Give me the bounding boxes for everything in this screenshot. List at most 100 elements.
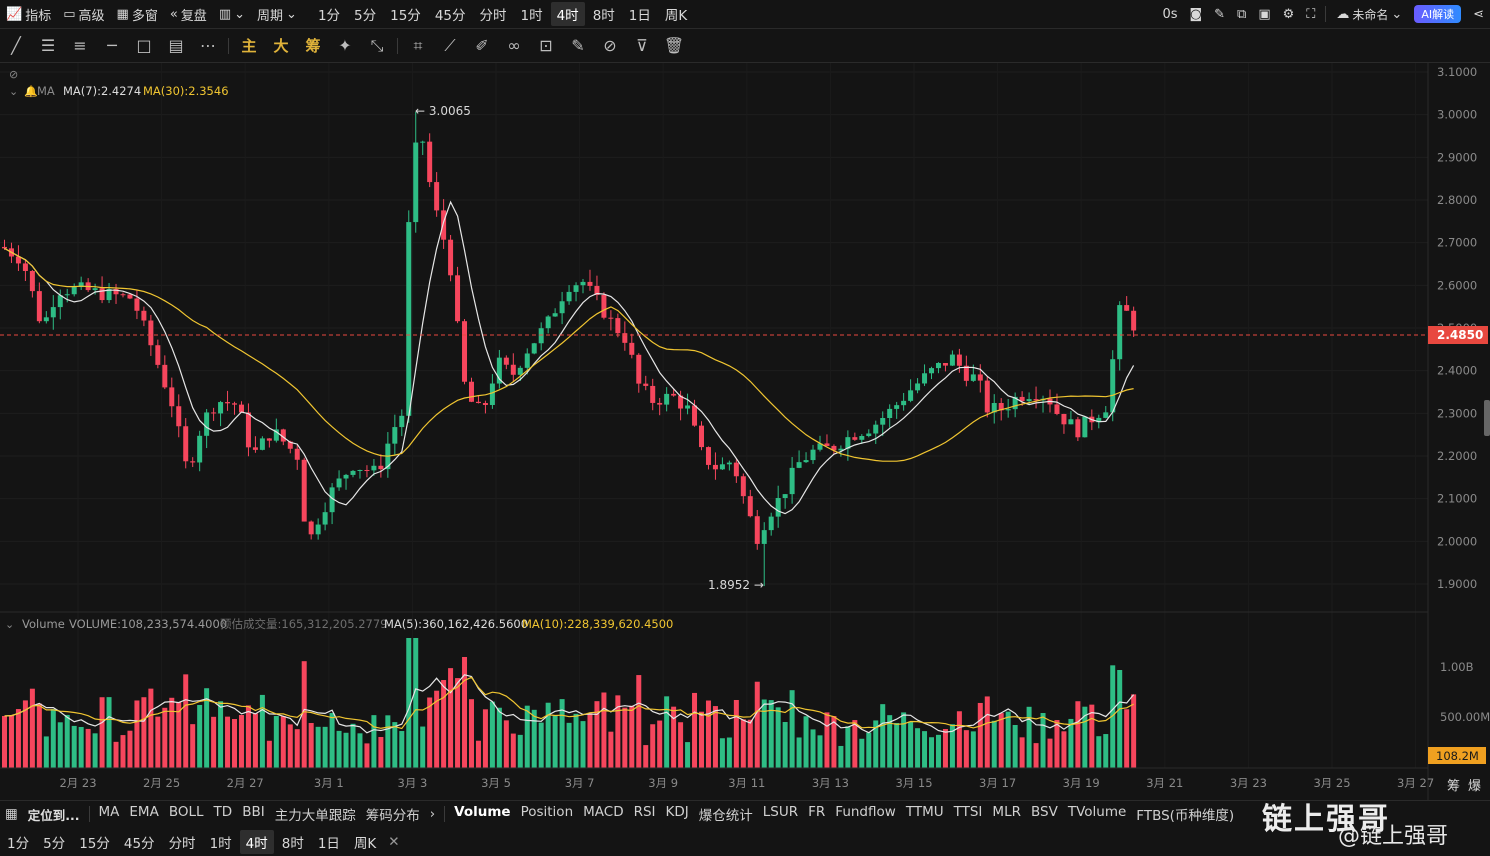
period-tab-2[interactable]: 15分: [390, 8, 421, 24]
fib-icon[interactable]: ▤: [168, 36, 184, 55]
chart-type-button[interactable]: ▥ ⌄: [213, 7, 251, 22]
indicator-3[interactable]: TD: [213, 804, 233, 820]
lock-icon[interactable]: ⊡: [539, 36, 553, 55]
share-icon[interactable]: ⋖: [1473, 6, 1484, 22]
period-tab-3[interactable]: 45分: [434, 8, 466, 24]
rectangle-icon[interactable]: □: [136, 36, 152, 55]
period-tab-7[interactable]: 8时: [592, 8, 615, 24]
indicator-2[interactable]: MACD: [583, 804, 624, 820]
bottom-period-tab-7[interactable]: 8时: [281, 835, 304, 852]
indicator-5[interactable]: 主力大单跟踪: [274, 808, 356, 824]
bottom-period-tab-0[interactable]: 1分: [7, 835, 30, 852]
locate-button[interactable]: 定位到...: [27, 807, 80, 823]
date-tick-5: 3月 5: [481, 776, 511, 790]
horizontal-line-icon[interactable]: ─: [107, 36, 117, 55]
price-chart[interactable]: 3.10003.00002.90002.80002.70002.60002.50…: [0, 63, 1490, 800]
chevron-down-icon[interactable]: ⌄: [5, 618, 14, 631]
chips-side-label[interactable]: 筹: [1447, 778, 1460, 794]
volume-bar: [169, 697, 175, 768]
replay-button[interactable]: « 复盘: [169, 6, 207, 24]
bottom-period-tab-9[interactable]: 周K: [353, 835, 377, 852]
horizontal-lines-icon[interactable]: ≡: [73, 36, 87, 55]
fullscreen-icon[interactable]: ⛶: [1306, 6, 1316, 22]
popout-icon[interactable]: ⧉: [1237, 6, 1247, 22]
trend-line-icon[interactable]: ╱: [11, 36, 21, 55]
big-order-tool[interactable]: 大: [273, 37, 289, 55]
indicator-4[interactable]: BBI: [242, 804, 265, 820]
magic-icon[interactable]: ✦: [338, 36, 352, 55]
bottom-period-tab-3[interactable]: 45分: [123, 835, 155, 852]
indicator-14[interactable]: FTBS(币种维度): [1136, 808, 1235, 824]
chevron-right-icon[interactable]: ›: [429, 806, 436, 822]
bottom-period-tab-8[interactable]: 1日: [317, 835, 340, 852]
candle-body: [803, 460, 809, 463]
indicator-9[interactable]: TTMU: [905, 804, 944, 820]
collapse-icon[interactable]: ⊘: [9, 68, 18, 81]
indicator-7[interactable]: FR: [808, 804, 826, 820]
ruler-icon[interactable]: ⟋: [444, 35, 456, 55]
edit-icon[interactable]: ✎: [571, 36, 585, 55]
scroll-handle[interactable]: [1484, 400, 1490, 436]
bottom-period-tab-5[interactable]: 1时: [209, 835, 232, 852]
indicator-1[interactable]: EMA: [129, 804, 159, 820]
period-tab-1[interactable]: 5分: [354, 8, 377, 24]
indicator-0[interactable]: Volume: [454, 804, 511, 820]
bottom-period-tab-2[interactable]: 15分: [79, 835, 110, 852]
parallel-lines-icon[interactable]: ☰: [40, 36, 56, 55]
indicator-button[interactable]: 📈 指标: [6, 6, 52, 24]
indicator-5[interactable]: 爆仓统计: [698, 808, 753, 824]
period-tab-8[interactable]: 1日: [628, 8, 651, 24]
period-tab-5[interactable]: 1时: [520, 8, 543, 24]
volume-bar: [259, 694, 265, 768]
period-tab-6[interactable]: 4时: [550, 2, 585, 26]
ma7-value: MA(7):2.4274: [63, 84, 141, 98]
volume-bar: [85, 728, 91, 768]
magnet-icon[interactable]: ⊘: [603, 36, 617, 55]
bottom-period-tab-6[interactable]: 4时: [239, 829, 274, 854]
multi-window-button[interactable]: ▦ 多窗: [116, 6, 158, 24]
indicator-4[interactable]: KDJ: [665, 804, 689, 820]
bottom-period-tab-1[interactable]: 5分: [43, 835, 66, 852]
indicator-0[interactable]: MA: [98, 804, 120, 820]
trash-icon[interactable]: 🗑: [663, 36, 685, 55]
candle-body: [678, 395, 684, 409]
indicator-3[interactable]: RSI: [633, 804, 656, 820]
chevron-down-icon[interactable]: ⌄: [9, 85, 18, 98]
indicator-11[interactable]: MLR: [992, 804, 1021, 820]
link-icon[interactable]: ∞: [507, 36, 521, 55]
more-tools-icon[interactable]: ⋯: [200, 36, 216, 55]
indicator-6[interactable]: 筹码分布: [365, 808, 420, 824]
indicator-1[interactable]: Position: [520, 804, 574, 820]
bell-icon[interactable]: 🔔: [24, 85, 38, 98]
indicator-12[interactable]: BSV: [1030, 804, 1058, 820]
crop-icon[interactable]: ⌗: [413, 35, 423, 55]
indicator-2[interactable]: BOLL: [168, 804, 204, 820]
chips-tool[interactable]: 筹: [305, 37, 321, 55]
pen-icon[interactable]: ✎: [1214, 6, 1226, 22]
period-tab-9[interactable]: 周K: [664, 8, 688, 24]
calendar-icon[interactable]: ▦: [5, 806, 18, 822]
save-icon[interactable]: ▣: [1258, 6, 1271, 22]
bottom-period-tab-4[interactable]: 分时: [168, 835, 196, 852]
brush-icon[interactable]: ✐: [475, 36, 489, 55]
period-tab-0[interactable]: 1分: [317, 8, 341, 24]
close-icon[interactable]: ✕: [388, 833, 400, 850]
main-force-tool[interactable]: 主: [241, 37, 257, 55]
liquidation-side-label[interactable]: 爆: [1468, 779, 1481, 794]
watermark-handle: @链上强哥: [1338, 824, 1449, 849]
period-tab-4[interactable]: 分时: [479, 8, 507, 24]
ai-interpret-button[interactable]: AI解读: [1414, 5, 1462, 23]
cycle-dropdown[interactable]: 周期 ⌄: [257, 6, 297, 24]
indicator-13[interactable]: TVolume: [1067, 804, 1127, 820]
vol-ma10-line: [4, 676, 1134, 730]
measure-icon[interactable]: ⤡: [370, 35, 384, 55]
gear-icon[interactable]: ⚙: [1282, 6, 1295, 22]
indicator-6[interactable]: LSUR: [762, 804, 799, 820]
indicator-8[interactable]: Fundflow: [835, 804, 896, 820]
volume-bar: [977, 702, 983, 768]
camera-icon[interactable]: ◙: [1189, 6, 1203, 22]
layout-dropdown[interactable]: ☁ 未命名 ⌄: [1336, 6, 1403, 22]
advanced-button[interactable]: ▭ 高级: [63, 6, 105, 24]
indicator-10[interactable]: TTSI: [953, 804, 983, 820]
filter-icon[interactable]: ⊽: [636, 36, 648, 55]
